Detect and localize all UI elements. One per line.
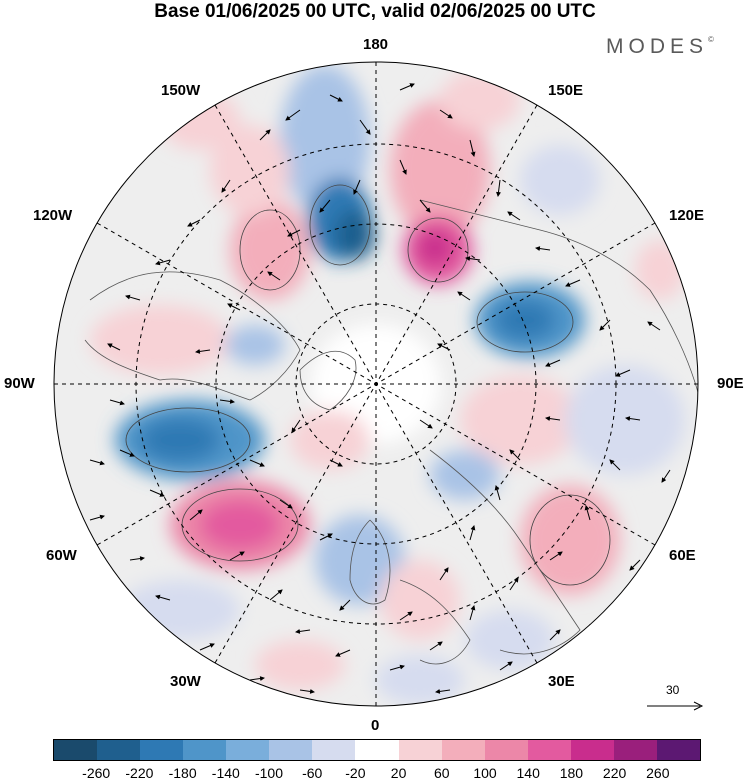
colorbar-tick-label: -220 bbox=[125, 765, 154, 781]
colorbar-swatch bbox=[398, 740, 442, 760]
lon-90w-label: 90W bbox=[4, 375, 35, 392]
colorbar-swatch bbox=[527, 740, 571, 760]
wind-vectors bbox=[89, 83, 671, 694]
colorbar-tick-label: 260 bbox=[646, 765, 670, 781]
graticule bbox=[54, 62, 698, 706]
colorbar-swatch bbox=[54, 740, 98, 760]
colorbar-tick-label: -60 bbox=[302, 765, 323, 781]
colorbar bbox=[53, 739, 701, 761]
colorbar-swatch bbox=[570, 740, 614, 760]
lon-60e-label: 60E bbox=[669, 547, 696, 564]
colorbar-tick-label: 100 bbox=[473, 765, 497, 781]
colorbar-swatch bbox=[140, 740, 184, 760]
reference-vector-arrow bbox=[647, 701, 704, 711]
lon-0-label: 0 bbox=[371, 717, 380, 734]
colorbar-swatch bbox=[656, 740, 700, 760]
lon-150e-label: 150E bbox=[548, 82, 584, 99]
colorbar-tick-label: 220 bbox=[602, 765, 627, 781]
coastlines bbox=[84, 199, 698, 665]
colorbar-swatch bbox=[226, 740, 270, 760]
colorbar-tick-label: 140 bbox=[516, 765, 540, 781]
colorbar-tick-label: 180 bbox=[559, 765, 584, 781]
lon-120w-label: 120W bbox=[33, 207, 73, 224]
lon-150w-label: 150W bbox=[161, 82, 201, 99]
colorbar-tick-label: -260 bbox=[82, 765, 111, 781]
colorbar-swatch bbox=[269, 740, 313, 760]
colorbar-tick-label: -20 bbox=[345, 765, 366, 781]
lon-30w-label: 30W bbox=[170, 673, 201, 690]
colorbar-swatch bbox=[97, 740, 141, 760]
lon-90e-label: 90E bbox=[717, 375, 744, 392]
colorbar-tick-label: 20 bbox=[390, 765, 407, 781]
colorbar-ticks: -260 -220 -180 -140 -100 -60 -20 20 60 100 140 180 2… bbox=[0, 765, 750, 783]
colorbar-swatch bbox=[183, 740, 227, 760]
colorbar-swatch bbox=[613, 740, 657, 760]
lon-120e-label: 120E bbox=[669, 207, 705, 224]
colorbar-tick-label: -140 bbox=[211, 765, 240, 781]
colorbar-tick-label: -180 bbox=[168, 765, 197, 781]
colorbar-tick-label: 60 bbox=[434, 765, 450, 781]
anomaly-field bbox=[90, 65, 685, 705]
map-boundary bbox=[53, 61, 699, 707]
colorbar-swatch bbox=[355, 740, 399, 760]
colorbar-swatch bbox=[484, 740, 528, 760]
lon-30e-label: 30E bbox=[548, 673, 575, 690]
colorbar-swatch bbox=[312, 740, 356, 760]
colorbar-swatch bbox=[441, 740, 485, 760]
lon-60w-label: 60W bbox=[46, 547, 77, 564]
lon-180-label: 180 bbox=[363, 36, 389, 53]
colorbar-tick-label: -100 bbox=[254, 765, 284, 781]
modes-logo: MODES© bbox=[606, 35, 714, 58]
reference-vector-label: 30 bbox=[666, 683, 680, 697]
map-title: Base 01/06/2025 00 UTC, valid 02/06/2025… bbox=[154, 1, 596, 22]
